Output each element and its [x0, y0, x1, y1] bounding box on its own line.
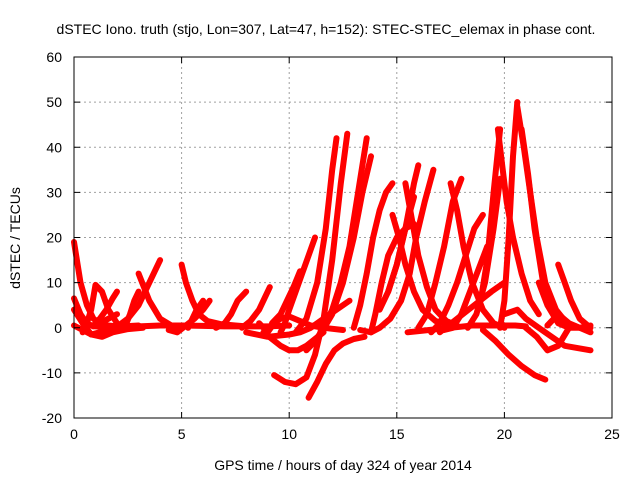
series-arc-21 — [271, 130, 351, 388]
series-arc-8 — [122, 288, 142, 329]
series-arc-46 — [501, 306, 594, 354]
y-tick-label: 0 — [54, 320, 62, 336]
series-arc-31 — [389, 211, 454, 329]
series-arc-23 — [305, 333, 368, 401]
y-tick-label: 30 — [46, 184, 62, 200]
series-arc-22 — [292, 135, 340, 336]
series-arc-34 — [428, 211, 486, 336]
data-arcs — [71, 99, 594, 401]
x-tick-label: 20 — [497, 426, 513, 442]
series-arc-49 — [555, 261, 594, 331]
y-tick-label: 40 — [46, 139, 62, 155]
series-arc-47 — [522, 324, 572, 354]
series-arc-37 — [436, 279, 508, 336]
y-tick-label: 20 — [46, 230, 62, 246]
series-arc-11 — [178, 261, 250, 330]
series-arc-18 — [269, 268, 303, 327]
x-axis-label: GPS time / hours of day 324 of year 2014 — [214, 457, 472, 473]
x-tick-label: 0 — [70, 426, 78, 442]
axis-ticks: 0 5 10 15 20 25 -20 -10 0 10 20 30 40 50 60 — [42, 49, 620, 442]
series-arc-30 — [357, 166, 437, 336]
x-tick-label: 15 — [389, 426, 405, 442]
y-tick-label: 50 — [46, 94, 62, 110]
series-arc-45 — [479, 327, 549, 383]
series-arc-42 — [497, 99, 521, 331]
series-arc-14 — [213, 288, 250, 331]
grid — [74, 57, 612, 418]
series-arc-6 — [90, 288, 120, 329]
x-tick-label: 5 — [178, 426, 186, 442]
series-arc-25 — [318, 153, 374, 336]
series-arc-26 — [350, 180, 396, 331]
y-tick-label: -10 — [42, 365, 62, 381]
x-tick-label: 25 — [604, 426, 620, 442]
y-tick-label: 10 — [46, 275, 62, 291]
chart-title: dSTEC Iono. truth (stjo, Lon=307, Lat=47… — [57, 21, 596, 37]
series-arc-9 — [135, 270, 185, 331]
y-axis-label: dSTEC / TECUs — [7, 187, 23, 289]
x-tick-label: 10 — [281, 426, 297, 442]
series-arc-19 — [277, 234, 318, 336]
series-arc-40 — [477, 126, 504, 304]
series-arc-41 — [494, 126, 542, 318]
series-arc-15 — [238, 284, 273, 331]
y-tick-label: 60 — [46, 49, 62, 65]
y-tick-label: -20 — [42, 410, 62, 426]
series-arc-32 — [402, 180, 461, 329]
series-arc-29 — [385, 162, 422, 295]
series-arc-50 — [535, 279, 594, 331]
series-arc-13 — [185, 297, 207, 331]
